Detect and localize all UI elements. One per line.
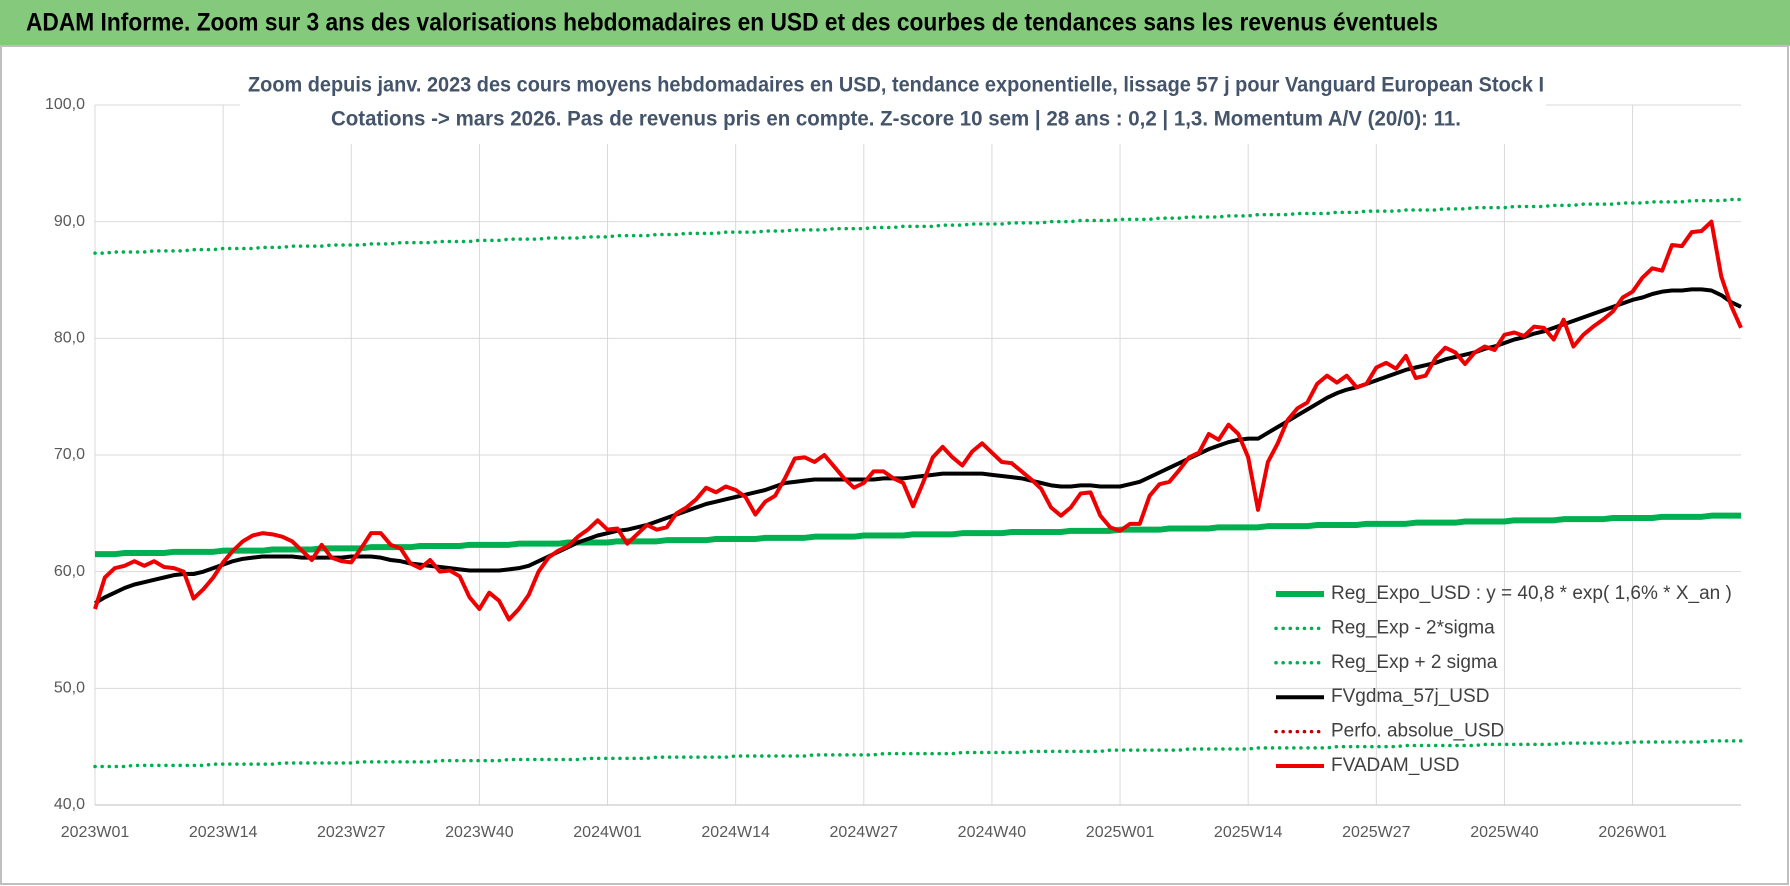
x-tick-label: 2024W27	[830, 824, 899, 841]
legend: Reg_Expo_USD : y = 40,8 * exp( 1,6% * X_…	[1274, 583, 1732, 776]
x-tick-label: 2023W27	[317, 824, 386, 841]
y-tick-label: 50,0	[54, 680, 85, 697]
legend-label: FVADAM_USD	[1331, 755, 1459, 776]
series-line	[95, 512, 1741, 558]
x-tick-label: 2026W01	[1598, 824, 1667, 841]
y-tick-label: 40,0	[54, 796, 85, 813]
x-tick-label: 2023W01	[61, 824, 130, 841]
chart-title: Zoom depuis janv. 2023 des cours moyens …	[248, 74, 1544, 97]
x-tick-label: 2025W40	[1470, 824, 1539, 841]
x-tick-label: 2024W01	[573, 824, 642, 841]
plot-lines	[93, 197, 1743, 769]
series-line	[93, 197, 1743, 255]
chart-subtitle: Cotations -> mars 2026. Pas de revenus p…	[331, 108, 1461, 131]
y-tick-label: 70,0	[54, 446, 85, 463]
y-tick-label: 60,0	[54, 563, 85, 580]
x-tick-label: 2023W40	[445, 824, 514, 841]
title-bg	[240, 68, 1546, 144]
x-tick-label: 2025W27	[1342, 824, 1411, 841]
legend-label: Reg_Exp - 2*sigma	[1331, 617, 1495, 638]
series-line	[93, 739, 1743, 769]
y-tick-label: 100,0	[45, 96, 85, 113]
x-tick-label: 2025W01	[1086, 824, 1155, 841]
legend-label: Perfo. absolue_USD	[1331, 721, 1504, 742]
chart-frame	[0, 45, 1789, 885]
legend-label: Reg_Expo_USD : y = 40,8 * exp( 1,6% * X_…	[1331, 583, 1732, 604]
grid: 40,0 50,0 60,0 70,0 80,0 90,0 100,0 2023W01 2023…	[45, 96, 1741, 841]
x-tick-label: 2024W14	[701, 824, 770, 841]
x-tick-label: 2024W40	[958, 824, 1027, 841]
legend-label: FVgdma_57j_USD	[1331, 686, 1489, 707]
y-tick-label: 80,0	[54, 330, 85, 347]
y-tick-label: 90,0	[54, 213, 85, 230]
banner-bg	[0, 0, 1790, 46]
legend-label: Reg_Exp + 2 sigma	[1331, 652, 1498, 673]
series-line	[93, 219, 1743, 622]
x-tick-label: 2023W14	[189, 824, 258, 841]
series-line	[93, 287, 1742, 605]
x-tick-label: 2025W14	[1214, 824, 1283, 841]
banner-title: ADAM Informe. Zoom sur 3 ans des valoris…	[26, 9, 1438, 37]
